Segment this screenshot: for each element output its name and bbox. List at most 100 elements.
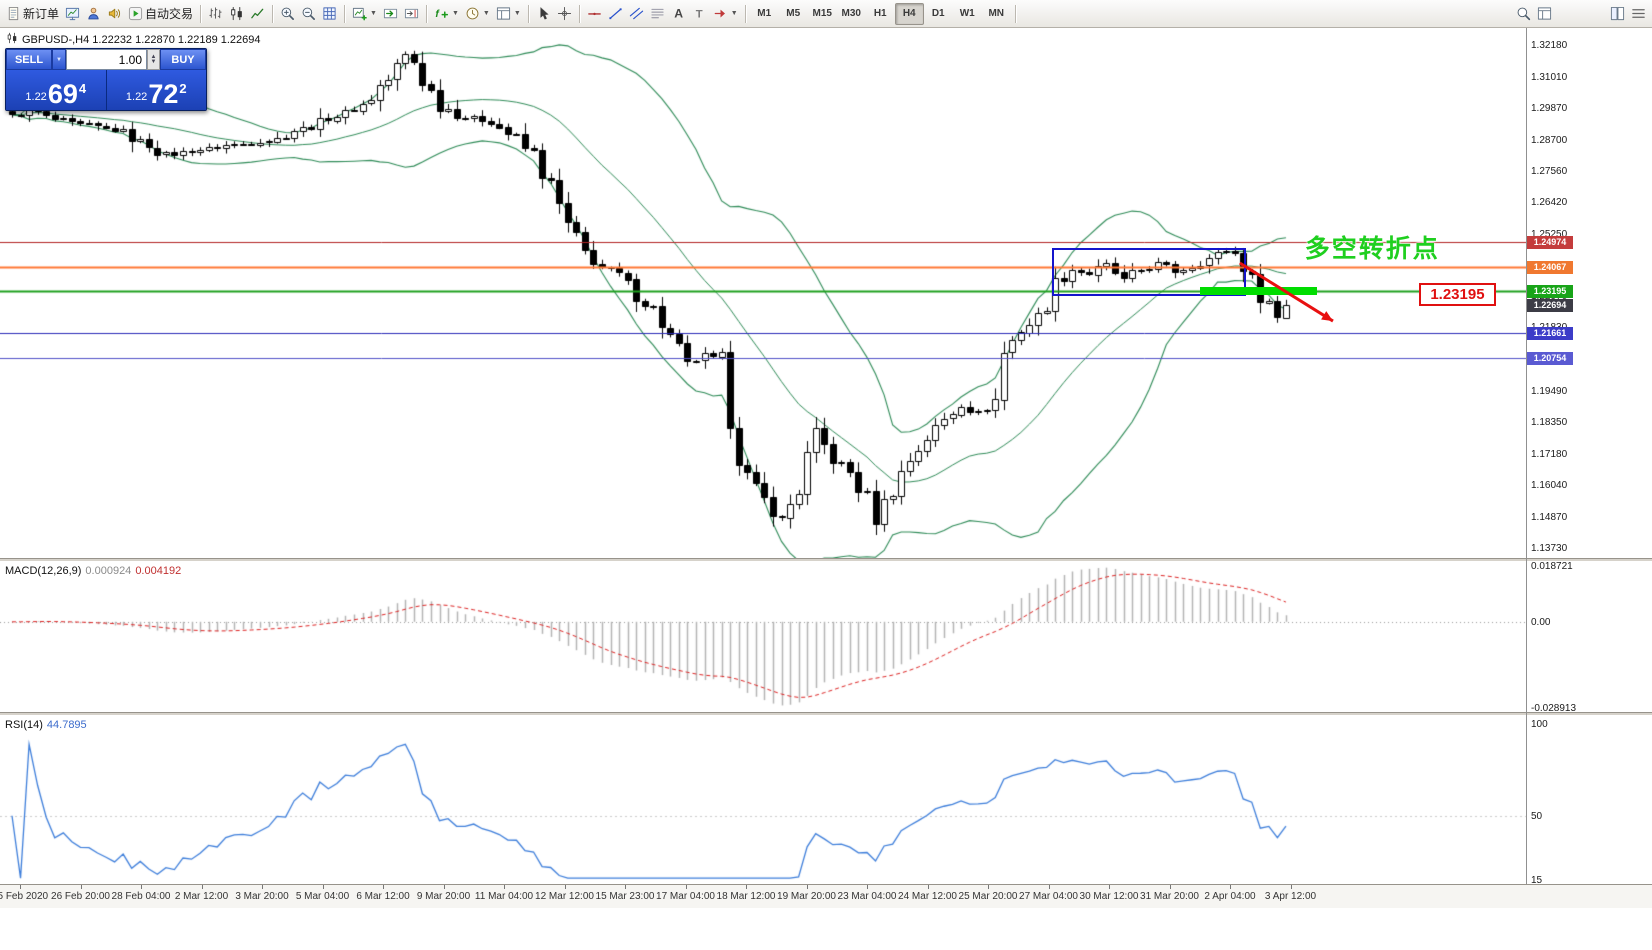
equidistant-channel-icon[interactable] — [626, 3, 647, 25]
arrows-icon[interactable]: ▼ — [710, 3, 741, 25]
candles-glyph — [7, 32, 17, 44]
search-glyph — [1517, 7, 1531, 21]
text-icon[interactable]: A — [668, 3, 689, 25]
time-axis-label: 3 Apr 12:00 — [1264, 891, 1317, 902]
trade-panel-controls: SELL ▼ ▲▼ BUY — [6, 49, 206, 70]
crosshair-icon[interactable] — [554, 3, 575, 25]
panel-splitter-macd[interactable] — [0, 558, 1652, 562]
trendline-icon[interactable] — [605, 3, 626, 25]
textA-glyph: A — [674, 7, 683, 21]
price-axis-label: 1.19490 — [1531, 385, 1568, 397]
auto-scroll-icon[interactable] — [380, 3, 401, 25]
new-chart-icon[interactable]: ▼ — [349, 3, 380, 25]
labelT-glyph: T — [696, 8, 703, 20]
buy-button[interactable]: BUY — [160, 49, 206, 70]
candlestick-chart-icon[interactable] — [226, 3, 247, 25]
chart-window: GBPUSD-,H4 1.22232 1.22870 1.22189 1.226… — [0, 28, 1652, 950]
datawin-glyph — [1537, 7, 1552, 20]
buy-price[interactable]: 1.22 72 2 — [107, 70, 207, 110]
bar-chart-icon[interactable] — [205, 3, 226, 25]
macd-axis-label: -0.028913 — [1531, 703, 1577, 714]
rsi-panel-canvas[interactable] — [0, 716, 1526, 884]
timeframe-m30-button[interactable]: M30 — [841, 8, 861, 19]
cursor-icon[interactable] — [533, 3, 554, 25]
macd-value-main: 0.000924 — [85, 565, 132, 577]
time-axis-tick — [867, 885, 868, 889]
data-window-icon[interactable] — [1534, 3, 1555, 25]
price-axis-border — [1526, 28, 1527, 884]
rsi-value: 44.7895 — [46, 719, 87, 731]
chart-shift-icon[interactable] — [401, 3, 422, 25]
sell-price-sup: 4 — [78, 81, 87, 96]
periods-icon-caret[interactable]: ▼ — [482, 10, 490, 17]
price-axis-label: 1.27560 — [1531, 165, 1568, 177]
chart-window-icon[interactable] — [62, 3, 83, 25]
periods-icon[interactable]: ▼ — [462, 3, 493, 25]
timeframe-h4-button[interactable]: H4 — [894, 2, 924, 25]
new-order-button[interactable]: 新订单 — [3, 3, 62, 25]
autoscroll-glyph — [383, 8, 398, 19]
timeframe-m15-button[interactable]: M15 — [812, 8, 832, 19]
new-chart-icon-caret[interactable]: ▼ — [370, 10, 377, 17]
options-glyph — [1632, 9, 1645, 18]
stepper-up-icon[interactable]: ▲ — [150, 53, 157, 60]
text-label-icon[interactable]: T — [689, 3, 710, 25]
grid-glyph — [323, 7, 336, 20]
turning-point-annotation[interactable]: 多空转折点 — [1304, 235, 1440, 264]
time-axis-label: 2 Apr 04:00 — [1204, 891, 1256, 902]
horizontal-line-icon[interactable] — [584, 3, 605, 25]
timeframe-m1-button[interactable]: M1 — [757, 8, 772, 19]
timeframe-h1-button[interactable]: H1 — [873, 8, 887, 19]
grid-icon[interactable] — [319, 3, 340, 25]
line-chart-icon[interactable] — [247, 3, 268, 25]
autotrading-button[interactable]: 自动交易 — [125, 3, 196, 25]
toolbar-separator — [425, 4, 427, 23]
profile-icon[interactable] — [83, 3, 104, 25]
timeframe-w1-button[interactable]: W1 — [959, 8, 975, 19]
tile-windows-icon[interactable] — [1607, 3, 1628, 25]
time-axis-tick — [1169, 885, 1171, 889]
buy-price-sup: 2 — [179, 81, 187, 96]
time-axis-tick — [1290, 885, 1292, 889]
order-type-dropdown[interactable]: ▼ — [52, 49, 66, 70]
toolbar-separator — [272, 4, 274, 23]
indicators-icon[interactable]: f ▼ — [431, 3, 462, 25]
arrows-icon-caret[interactable]: ▼ — [730, 10, 738, 17]
templates-icon[interactable]: ▼ — [493, 3, 524, 25]
sell-price[interactable]: 1.22 69 4 — [6, 70, 106, 110]
time-axis-label: 6 Mar 12:00 — [356, 891, 410, 902]
sell-price-big: 69 — [47, 78, 78, 109]
stepper-down-icon[interactable]: ▼ — [150, 58, 157, 65]
price-callout-box[interactable]: 1.23195 — [1419, 282, 1496, 306]
timeframe-m5-button[interactable]: M5 — [786, 8, 801, 19]
indicators-icon-caret[interactable]: ▼ — [451, 10, 459, 17]
zoom-in-icon[interactable] — [277, 3, 298, 25]
price-axis-label: 1.16040 — [1531, 480, 1568, 492]
templates-icon-caret[interactable]: ▼ — [513, 10, 521, 17]
panel-splitter-rsi[interactable] — [0, 712, 1652, 716]
symbol-info: GBPUSD-,H4 1.22232 1.22870 1.22189 1.226… — [6, 32, 261, 47]
toolbar-separator — [578, 4, 580, 23]
zoom-out-icon[interactable] — [298, 3, 319, 25]
rsi-name: RSI(14) — [5, 719, 43, 731]
trade-panel-prices: 1.22 69 4 1.22 72 2 — [6, 70, 206, 110]
price-axis-label: 1.25250 — [1531, 228, 1568, 240]
price-axis-tag: 1.24974 — [1527, 236, 1573, 250]
support-zone-line[interactable] — [1199, 286, 1317, 295]
macd-value-signal: 0.004192 — [135, 565, 182, 577]
toolbar-options-icon[interactable] — [1628, 3, 1649, 25]
search-icon[interactable] — [1513, 3, 1534, 25]
autotrading-button-label: 自动交易 — [145, 7, 194, 21]
volume-stepper[interactable]: ▲ ▼ — [147, 49, 160, 70]
time-axis-tick — [685, 885, 687, 889]
sound-glyph — [108, 8, 121, 19]
sell-button[interactable]: SELL — [6, 49, 52, 70]
volume-input[interactable] — [66, 49, 147, 70]
timeframe-d1-button[interactable]: D1 — [931, 8, 945, 19]
alerts-icon[interactable] — [104, 3, 125, 25]
fibonacci-icon[interactable] — [647, 3, 668, 25]
macd-panel-canvas[interactable] — [0, 562, 1526, 712]
timeframe-mn-button[interactable]: MN — [988, 8, 1004, 19]
time-axis-label: 19 Mar 20:00 — [777, 891, 836, 902]
